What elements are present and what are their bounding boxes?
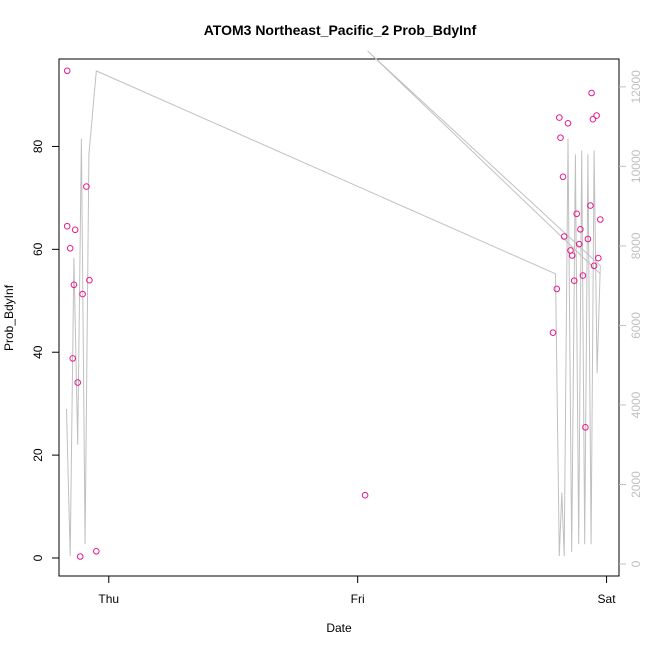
data-point	[560, 233, 568, 240]
y2-tick-label: 10000	[629, 149, 643, 183]
y-axis-label: Prob_BdyInf	[2, 284, 16, 351]
data-point	[63, 67, 71, 75]
series-line	[66, 50, 601, 557]
data-point	[568, 252, 576, 259]
data-point	[76, 553, 84, 560]
data-point	[559, 173, 567, 181]
data-point	[587, 202, 594, 209]
data-point	[86, 276, 93, 284]
y-tick-label: 20	[31, 448, 45, 462]
data-point	[361, 491, 369, 499]
data-point	[582, 424, 589, 431]
data-point	[83, 183, 90, 190]
x-axis-label: Date	[326, 621, 352, 635]
data-point	[584, 235, 592, 243]
data-point	[564, 120, 572, 127]
right-axis: 0 2000 4000 6000 8000 10000 12000	[619, 70, 643, 567]
data-point	[577, 226, 584, 233]
y2-tick-label: 12000	[629, 70, 643, 104]
x-tick-label: Fri	[351, 592, 365, 606]
data-point	[70, 281, 78, 289]
x-tick-label: Thu	[98, 592, 119, 606]
data-point	[557, 134, 564, 141]
y-tick-label: 40	[31, 345, 45, 359]
y2-tick-label: 6000	[629, 312, 643, 339]
y2-tick-label: 4000	[629, 391, 643, 418]
data-point	[588, 89, 595, 97]
y2-tick-label: 0	[629, 560, 643, 567]
data-point	[79, 290, 86, 298]
data-point	[573, 210, 581, 218]
left-axis: 0 20 40 60 80	[31, 139, 59, 561]
x-tick-label: Sat	[598, 592, 617, 606]
data-point	[74, 379, 81, 386]
data-point	[549, 329, 557, 337]
data-point	[579, 272, 587, 279]
y2-tick-label: 8000	[629, 232, 643, 259]
data-point	[593, 112, 600, 119]
data-point	[590, 262, 598, 270]
y-tick-label: 80	[31, 139, 45, 153]
x-axis: Thu Fri Sat	[98, 576, 616, 606]
y-tick-label: 60	[31, 242, 45, 256]
data-point	[589, 115, 597, 123]
data-point	[63, 222, 71, 230]
data-point	[71, 226, 79, 234]
chart-title: ATOM3 Northeast_Pacific_2 Prob_BdyInf	[204, 22, 477, 38]
series-layer	[63, 50, 604, 560]
data-point	[553, 285, 561, 293]
data-point	[69, 355, 76, 362]
data-point	[595, 254, 602, 262]
y2-tick-label: 2000	[629, 471, 643, 498]
y-tick-label: 0	[31, 554, 45, 561]
data-point	[556, 114, 563, 121]
data-point	[93, 548, 100, 555]
data-point	[66, 245, 74, 252]
plot-frame	[58, 58, 620, 577]
data-point	[597, 216, 604, 223]
data-point	[575, 240, 583, 248]
data-point	[570, 277, 578, 285]
